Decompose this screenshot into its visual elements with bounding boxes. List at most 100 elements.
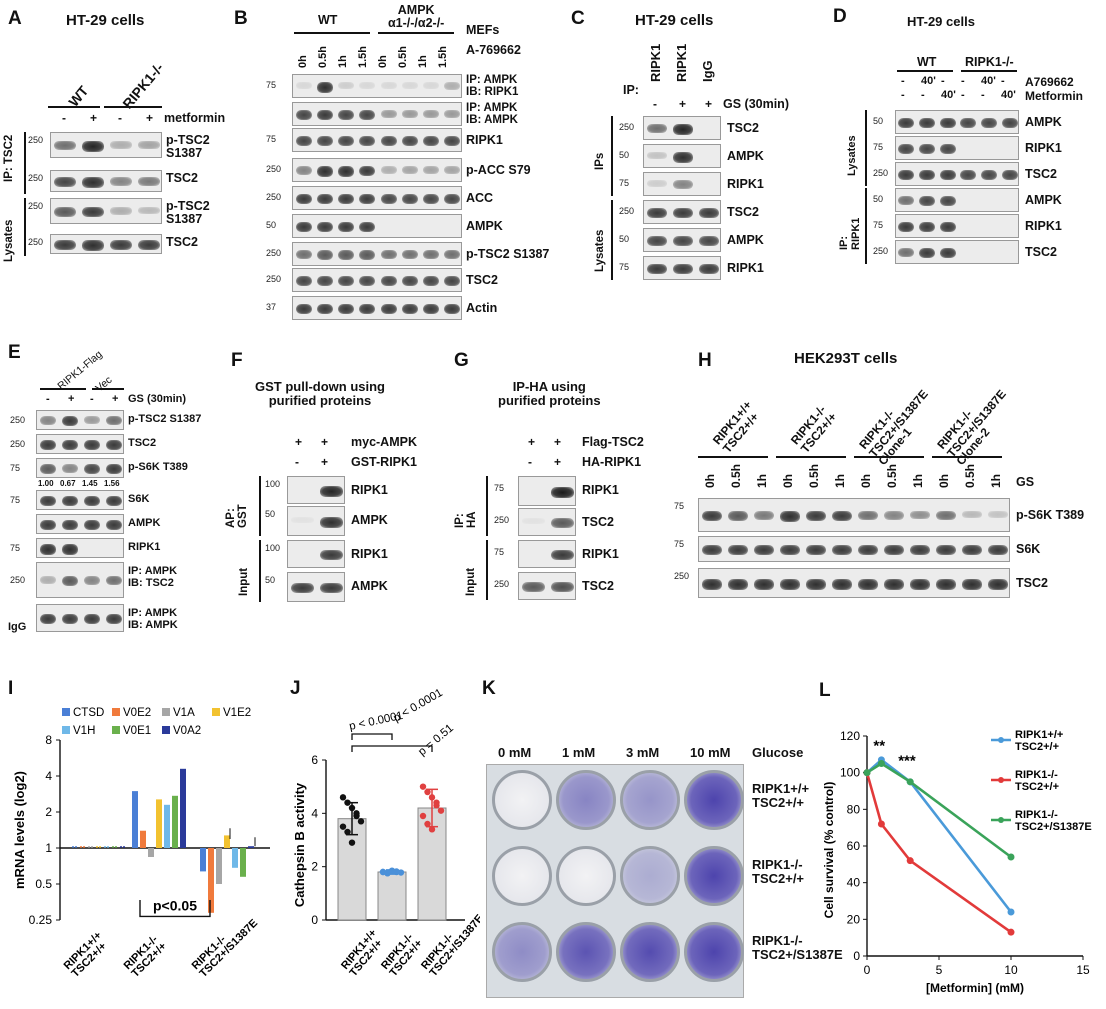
group-label: Vec: [93, 373, 115, 395]
ratio-value: 0.67: [60, 479, 76, 488]
blot-b-band: [359, 276, 376, 286]
blot-d-band: [939, 118, 956, 129]
mw-marker: 250: [266, 192, 282, 202]
timepoint-label: 0.5h: [317, 45, 329, 68]
mw-marker: 250: [873, 246, 889, 256]
timepoint-label: 1h: [911, 473, 925, 488]
group-underline: [48, 106, 100, 108]
blot-c-band: [647, 236, 667, 246]
blot-e: [36, 410, 124, 430]
blot-c: [643, 116, 721, 140]
timepoint-label: 1h: [417, 55, 429, 68]
section-label: Input: [465, 567, 477, 596]
data-point: [419, 783, 427, 790]
blot-e-band: [105, 464, 123, 475]
panel-title: IP-HA using purified proteins: [498, 379, 601, 408]
ratio-value: 1.00: [38, 479, 54, 488]
data-point: [1007, 853, 1015, 861]
timepoint-label: 0.5h: [885, 463, 899, 488]
data-point: [424, 820, 431, 828]
category-label: RIPK1-/-TSC2+/+: [122, 933, 169, 980]
mw-marker: 75: [619, 262, 630, 272]
blot-d-band: [919, 222, 935, 233]
blot-label: RIPK1: [1025, 219, 1062, 233]
panel-b: B WT AMPK α1-/-/α2-/- MEFs A-769662 0h 0.5h 1h 1…: [230, 0, 570, 320]
blot-b-band: [316, 166, 333, 177]
blot-b-band: [444, 194, 461, 204]
treatment-sign: +: [554, 455, 562, 469]
mw-marker: 250: [619, 122, 635, 132]
axis-label: Glucose: [752, 745, 804, 760]
timepoint-label: 1.5h: [357, 45, 369, 68]
blot-a-band: [138, 177, 160, 186]
culture-well: [556, 846, 616, 906]
group-label: WT: [917, 55, 937, 69]
blot-e-band: [83, 496, 101, 507]
y-tick-label: 100: [840, 766, 860, 780]
blot-label: AMPK: [351, 513, 388, 527]
blot-c: [643, 228, 721, 252]
treatment-sign: -: [901, 75, 905, 87]
blot-b-band: [338, 194, 355, 205]
panel-letter: D: [833, 6, 847, 27]
blot-b: [292, 268, 462, 292]
blot-h-band: [702, 579, 722, 590]
group-underline: [104, 106, 162, 108]
blot-h: [698, 498, 1010, 532]
significance-bracket: [351, 733, 393, 740]
mw-marker: 50: [619, 234, 630, 244]
treatment-label: HA-RIPK1: [582, 455, 642, 469]
blot-b: [292, 186, 462, 210]
mw-marker: 75: [10, 543, 21, 553]
panel-title: HT-29 cells: [907, 14, 975, 29]
blot-label: IP: AMPK IB: AMPK: [128, 607, 178, 631]
blot-b-band: [423, 166, 440, 174]
row-label: RIPK1+/+ TSC2+/+: [752, 781, 810, 810]
timepoint-label: 0.5h: [729, 463, 743, 488]
mw-marker: 75: [494, 483, 505, 493]
blot-b-band: [380, 250, 397, 259]
blot-e: [36, 490, 124, 510]
bar: [337, 818, 367, 921]
treatment-sign: +: [705, 97, 713, 111]
legend-label: V0E1: [123, 725, 151, 737]
legend-label: V1E2: [223, 707, 251, 719]
blot-b-band: [380, 136, 397, 146]
group-underline: [776, 456, 846, 458]
blot-h-band: [780, 511, 800, 522]
blot-label: AMPK: [466, 219, 503, 233]
blot-b-band: [295, 194, 312, 205]
category-label: RIPK1-/-TSC2+/S1387E: [190, 909, 261, 980]
legend-swatch: [162, 708, 170, 716]
blot-b-band: [316, 276, 333, 286]
treatment-label: GST-RIPK1: [351, 455, 417, 469]
blot-h-band: [754, 579, 774, 590]
blot-d-band: [898, 118, 915, 129]
blot-c: [643, 256, 721, 280]
blot-h-band: [988, 579, 1008, 590]
panel-letter: B: [234, 8, 248, 29]
group-label: RIPK1-/-: [965, 55, 1014, 69]
section-bracket: [486, 540, 488, 600]
panel-a: A HT-29 cells WT RIPK1-/- metformin - + - +250 p-…: [0, 0, 240, 300]
data-point: [348, 839, 356, 846]
panel-d: D HT-29 cells WT RIPK1-/- -40' - -40' - A769662-…: [825, 0, 1106, 290]
blot-d-band: [1001, 170, 1018, 180]
blot-a-band: [54, 240, 76, 251]
treatment-sign: -: [653, 97, 657, 111]
mw-marker: 250: [873, 168, 889, 178]
blot-label: Actin: [466, 301, 498, 315]
lane-label: RIPK1: [674, 43, 689, 82]
data-point: [437, 807, 445, 814]
row-label: RIPK1-/- TSC2+/+: [752, 857, 805, 886]
group-underline: [294, 32, 370, 34]
blot-d-band: [939, 196, 956, 206]
blot-g-band: [551, 518, 574, 528]
y-tick-label: 1: [45, 841, 52, 855]
series-line: [865, 772, 1012, 934]
y-tick-label: 4: [45, 769, 52, 783]
blot-f: [287, 572, 345, 602]
significance-marker: ***: [898, 752, 916, 769]
blot-d-band: [919, 118, 935, 129]
blot-d-band: [898, 222, 915, 233]
